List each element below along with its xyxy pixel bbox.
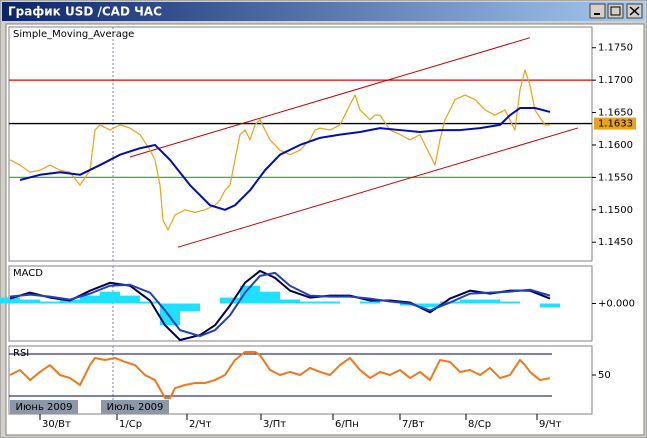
- y-tick-label: 1.1750: [598, 43, 633, 54]
- series-line: [19, 107, 551, 211]
- series-line: [9, 350, 551, 400]
- series-line: [9, 271, 551, 338]
- x-tick-label: 7/Вт: [402, 419, 425, 430]
- histogram-bar: [360, 301, 380, 304]
- period-label: Июль 2009: [107, 402, 164, 413]
- y-tick-label: 1.1700: [598, 75, 633, 86]
- y-tick-label: 1.1550: [598, 172, 633, 183]
- y-tick-label: 50: [598, 370, 611, 381]
- window-buttons[interactable]: [589, 3, 643, 19]
- x-tick-label: 1/Ср: [119, 419, 142, 430]
- histogram-bar: [260, 291, 280, 304]
- minimize-button[interactable]: [589, 3, 606, 19]
- period-label: Июнь 2009: [16, 402, 73, 413]
- x-tick-label: 8/Ср: [468, 419, 491, 430]
- channel-line: [129, 37, 531, 158]
- x-tick-label: 6/Пн: [335, 419, 359, 430]
- y-tick-label: +0.000: [598, 299, 635, 310]
- period-box: [10, 400, 78, 414]
- period-box: [101, 400, 169, 414]
- panel: [8, 345, 593, 415]
- histogram-bar: [40, 301, 60, 304]
- histogram-bar: [20, 299, 40, 304]
- panel-title: Simple_Moving_Average: [13, 29, 134, 40]
- y-tick-label: 1.1450: [598, 237, 633, 248]
- histogram-bar: [240, 285, 260, 304]
- histogram-bar: [0, 297, 20, 304]
- histogram-bar: [80, 295, 100, 304]
- panel-title: MACD: [13, 268, 43, 279]
- maximize-icon: [610, 6, 621, 16]
- histogram-bar: [140, 301, 160, 304]
- current-price-marker: [594, 117, 636, 130]
- y-tick-label: 1.1650: [598, 108, 633, 119]
- histogram-bar: [500, 301, 520, 304]
- x-tick-label: 9/Чт: [539, 419, 562, 430]
- histogram-bar: [320, 301, 340, 304]
- histogram-bar: [420, 303, 440, 308]
- y-tick-label: 1.1600: [598, 140, 633, 151]
- histogram-bar: [540, 303, 560, 308]
- histogram-bar: [480, 299, 500, 304]
- x-tick-label: 3/Пт: [263, 419, 286, 430]
- current-price-label: 1.1633: [598, 119, 633, 130]
- x-tick-label: 30/Вт: [42, 419, 71, 430]
- histogram-bar: [280, 299, 300, 304]
- x-tick-label: 2/Чт: [189, 419, 212, 430]
- y-tick-label: 1.1500: [598, 205, 633, 216]
- title-bar: [2, 2, 645, 21]
- close-icon: [629, 6, 640, 16]
- channel-line: [177, 127, 579, 248]
- histogram-bar: [180, 303, 200, 312]
- histogram-bar: [100, 291, 120, 304]
- panel-title: RSI: [13, 348, 29, 359]
- histogram-bar: [300, 301, 320, 304]
- window-title: График USD /CAD ЧАС: [8, 5, 162, 19]
- histogram-bar: [220, 297, 240, 304]
- histogram-bar: [120, 295, 140, 304]
- histogram-bar: [460, 299, 480, 304]
- maximize-button[interactable]: [607, 3, 624, 19]
